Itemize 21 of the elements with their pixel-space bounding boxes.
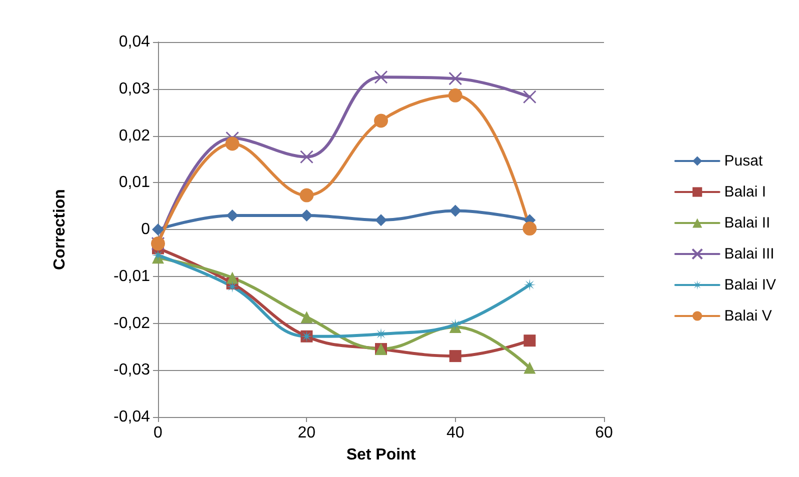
y-tick-label: -0,04	[114, 408, 150, 426]
y-tick-label: 0,04	[118, 34, 150, 50]
y-tick-label: -0,01	[114, 268, 150, 285]
x-axis-title: Set Point	[346, 446, 416, 464]
x-tick-label: 20	[298, 424, 316, 442]
x-tick-label: 40	[446, 424, 464, 442]
legend-label: Balai IV	[724, 276, 776, 294]
legend-label: Balai V	[724, 308, 772, 324]
legend-label: Balai I	[724, 184, 766, 200]
legend-label: Pusat	[724, 152, 764, 170]
y-tick-label: 0,02	[118, 127, 150, 144]
x-tick-label: 0	[154, 424, 163, 442]
y-axis-title: Correction	[52, 189, 68, 270]
y-tick-label: -0,02	[114, 314, 150, 332]
x-tick-label: 60	[595, 424, 613, 442]
y-tick-label: 0,03	[118, 80, 150, 98]
y-tick-label: 0,01	[118, 174, 150, 192]
y-tick-label: -0,03	[114, 362, 150, 379]
y-tick-label: 0	[141, 221, 150, 238]
legend-label: Balai II	[724, 214, 770, 232]
legend-label: Balai III	[724, 246, 774, 262]
